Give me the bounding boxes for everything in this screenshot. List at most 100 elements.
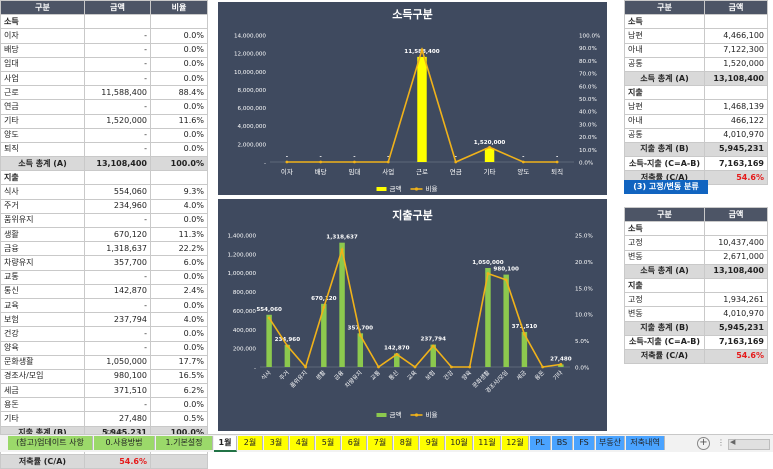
ratio-point bbox=[450, 365, 453, 369]
sheet-tab[interactable]: 부동산 bbox=[596, 436, 625, 450]
amount-cell: - bbox=[84, 42, 151, 58]
sheet-tab[interactable]: 9월 bbox=[420, 436, 445, 450]
ratio-point bbox=[395, 352, 399, 356]
sheet-tab[interactable]: 4월 bbox=[290, 436, 315, 450]
sheet-tab[interactable]: 1.기본설정 bbox=[156, 436, 213, 450]
y2-tick-label: 0.0% bbox=[579, 161, 593, 167]
data-label: 1,318,637 bbox=[326, 235, 358, 241]
horizontal-scrollbar[interactable]: ◀ bbox=[728, 438, 770, 450]
amount-cell: - bbox=[84, 340, 151, 356]
amount-cell: - bbox=[84, 127, 151, 143]
table-row: 소득-지출 (C=A-B)7,163,169 bbox=[624, 156, 768, 172]
data-label: - bbox=[455, 154, 458, 160]
data-label: - bbox=[556, 154, 559, 160]
amount-cell: - bbox=[84, 297, 151, 314]
table-row: 임대 -0.0% bbox=[0, 56, 208, 72]
section-label: 소득 bbox=[624, 14, 705, 30]
table-row: 변동 4,010,970 bbox=[624, 306, 768, 322]
sheet-tab-bar: + ⋮ ◀ (참고)업데이트 사항 0.사용방법 1.기본설정 1월 2월 3월 4월 5월 6… bbox=[0, 434, 773, 452]
amount-cell: 1,520,000 bbox=[84, 113, 151, 129]
legend-label: 비율 bbox=[426, 184, 438, 193]
table-row: 양육 -0.0% bbox=[0, 340, 208, 356]
table-row: 저축률 (C/A) 54.6% bbox=[0, 453, 208, 469]
category-label: 사업 bbox=[0, 70, 85, 87]
sheet-tab[interactable]: 0.사용방법 bbox=[94, 436, 155, 450]
total-label: 소득 총계 (A) bbox=[624, 70, 705, 87]
net-amount: 7,163,169 bbox=[704, 334, 768, 350]
ratio-cell: 0.0% bbox=[150, 28, 208, 44]
plus-icon[interactable]: + bbox=[697, 437, 710, 450]
y2-tick-label: 10.0% bbox=[575, 313, 593, 319]
ratio-point bbox=[420, 48, 424, 52]
income-chart: 소득구분 - 2,000,000 4,000,000 6,000,000 8,000,00… bbox=[234, 8, 600, 193]
scroll-left-icon[interactable]: ◀ bbox=[730, 438, 736, 446]
ratio-point bbox=[431, 344, 435, 348]
ratio-point bbox=[486, 272, 490, 275]
amount-cell: 4,010,970 bbox=[704, 306, 768, 322]
amount-cell: - bbox=[84, 397, 151, 413]
sheet-tab[interactable]: 8월 bbox=[394, 436, 419, 450]
ratio-point bbox=[559, 362, 563, 366]
amount-cell: - bbox=[84, 56, 151, 72]
amount-cell: 670,120 bbox=[84, 226, 151, 243]
y2-tick-label: 40.0% bbox=[579, 110, 597, 116]
empty-cell bbox=[704, 221, 768, 237]
y-tick-label: - bbox=[254, 366, 256, 372]
table-row: 배당 -0.0% bbox=[0, 42, 208, 58]
sheet-tab[interactable]: (참고)업데이트 사항 bbox=[8, 436, 93, 450]
ratio-cell: 88.4% bbox=[150, 85, 208, 101]
y-tick-label: 1,000,000 bbox=[228, 271, 257, 277]
ratio-cell: 0.0% bbox=[150, 269, 208, 285]
fixed-variable-section-title[interactable]: (3) 고정/변동 분류 bbox=[624, 180, 708, 194]
x-tick-label: 주거 bbox=[278, 369, 291, 382]
section-label: 소득 bbox=[0, 14, 85, 30]
category-label: 통신 bbox=[0, 283, 85, 299]
amount-cell: - bbox=[84, 28, 151, 44]
sheet-tab[interactable]: BS bbox=[552, 436, 573, 450]
amount-cell: 1,468,139 bbox=[704, 99, 768, 115]
total-amount: 13,108,400 bbox=[704, 263, 768, 279]
sheet-tab[interactable]: PL bbox=[530, 436, 551, 450]
ratio-cell: 16.5% bbox=[150, 368, 208, 385]
category-label: 교통 bbox=[0, 269, 85, 285]
sheet-tab[interactable]: 1월 bbox=[214, 436, 237, 452]
sheet-tab[interactable]: 저축내역 bbox=[626, 436, 665, 450]
category-label: 고정 bbox=[624, 292, 705, 308]
ratio-cell: 11.3% bbox=[150, 226, 208, 243]
category-label: 차량유지 bbox=[0, 255, 85, 271]
ratio-cell: 0.0% bbox=[150, 212, 208, 229]
y2-tick-label: 90.0% bbox=[579, 46, 597, 52]
category-label: 공통 bbox=[624, 127, 705, 143]
ratio-cell: 6.2% bbox=[150, 383, 208, 399]
bar bbox=[321, 303, 327, 367]
amount-cell: 27,480 bbox=[84, 411, 151, 427]
sheet-tab[interactable]: FS bbox=[574, 436, 595, 450]
sheet-tab[interactable]: 11월 bbox=[474, 436, 501, 450]
sheet-tab[interactable]: 5월 bbox=[316, 436, 341, 450]
y2-tick-label: 0.0% bbox=[575, 366, 589, 372]
sheet-tab[interactable]: 10월 bbox=[446, 436, 473, 450]
sheet-tab[interactable]: 3월 bbox=[264, 436, 289, 450]
table-row: 아내 7,122,300 bbox=[624, 42, 768, 58]
data-label: - bbox=[320, 154, 323, 160]
data-label: 670,120 bbox=[311, 296, 337, 302]
table-row: 소득 총계 (A) 13,108,400 100.0% bbox=[0, 156, 208, 172]
category-label: 기타 bbox=[0, 411, 85, 427]
fixed-variable-table: 구분 금액 소득 고정 10,437,400 변동 2,671,000 소득 총계 (A) 13… bbox=[624, 206, 768, 365]
sheet-tab[interactable]: 12월 bbox=[502, 436, 529, 450]
amount-cell: 234,960 bbox=[84, 198, 151, 214]
column-header: 금액 bbox=[704, 206, 768, 223]
category-label: 기타 bbox=[0, 113, 85, 129]
table-row: 공통 4,010,970 bbox=[624, 127, 768, 143]
sheet-tab[interactable]: 7월 bbox=[368, 436, 393, 450]
net-amount: 7,163,169 bbox=[704, 156, 768, 172]
amount-cell: 466,122 bbox=[704, 113, 768, 129]
table-row: 식사 554,060 9.3% bbox=[0, 184, 208, 200]
sheet-tab[interactable]: 2월 bbox=[238, 436, 263, 450]
sheet-tab[interactable]: 6월 bbox=[342, 436, 367, 450]
category-label: 금융 bbox=[0, 241, 85, 257]
category-label: 변동 bbox=[624, 249, 705, 265]
more-options-icon[interactable]: ⋮ bbox=[717, 438, 725, 447]
category-label: 생활 bbox=[0, 226, 85, 243]
empty-cell bbox=[84, 170, 151, 186]
